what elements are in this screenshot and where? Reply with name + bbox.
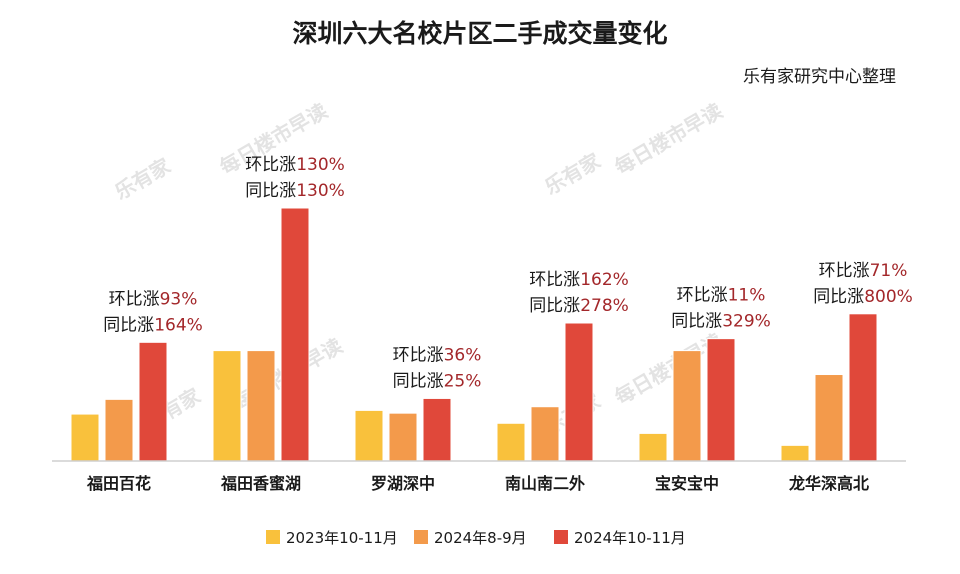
bars-layer (70, 207, 878, 462)
legend-label: 2024年8-9月 (434, 529, 527, 547)
yoy-value: 25% (444, 371, 482, 391)
bar (422, 397, 452, 462)
watermark-text: 乐有家 (111, 153, 176, 204)
yoy-label: 同比涨 (393, 371, 444, 391)
legend-label: 2023年10-11月 (286, 529, 398, 547)
mom-annotation: 环比涨130% (245, 155, 345, 175)
yoy-label: 同比涨 (103, 315, 154, 335)
category-label: 福田香蜜湖 (220, 474, 301, 493)
category-label: 南山南二外 (505, 474, 585, 493)
bar (638, 432, 668, 462)
chart-title: 深圳六大名校片区二手成交量变化 (292, 19, 668, 48)
bar (530, 406, 560, 462)
bar (706, 338, 736, 462)
watermark-text: 每日楼市早读 (611, 99, 727, 180)
mom-value: 36% (444, 345, 482, 365)
mom-value: 130% (296, 155, 345, 175)
bar (564, 322, 594, 462)
category-label: 罗湖深中 (371, 474, 435, 493)
yoy-value: 329% (722, 312, 771, 332)
bar (70, 413, 100, 462)
mom-annotation: 环比涨11% (677, 286, 766, 306)
category-label: 龙华深高北 (788, 474, 869, 493)
category-label: 福田百花 (86, 474, 151, 493)
bar (212, 350, 242, 462)
yoy-value: 278% (580, 296, 629, 316)
annotations-layer: 环比涨93%同比涨164%环比涨130%同比涨130%环比涨36%同比涨25%环… (103, 155, 913, 391)
mom-label: 环比涨 (245, 155, 296, 175)
bar (780, 444, 810, 462)
yoy-annotation: 同比涨278% (529, 296, 629, 316)
yoy-value: 164% (154, 315, 203, 335)
bar (814, 374, 844, 462)
category-labels: 福田百花 福田香蜜湖 罗湖深中 南山南二外 宝安宝中 龙华深高北 (86, 474, 869, 493)
mom-value: 11% (728, 286, 766, 306)
legend: 2023年10-11月 2024年8-9月 2024年10-11月 (266, 529, 686, 547)
bar (672, 350, 702, 462)
yoy-label: 同比涨 (671, 312, 722, 332)
mom-value: 93% (160, 289, 198, 309)
yoy-annotation: 同比涨25% (393, 371, 482, 391)
yoy-value: 130% (296, 181, 345, 201)
yoy-label: 同比涨 (245, 181, 296, 201)
legend-label: 2024年10-11月 (574, 529, 686, 547)
bar (354, 409, 384, 462)
yoy-label: 同比涨 (529, 296, 580, 316)
mom-annotation: 环比涨162% (529, 270, 629, 290)
legend-swatch (266, 530, 280, 544)
bar (280, 207, 310, 462)
mom-annotation: 环比涨71% (819, 261, 908, 281)
mom-annotation: 环比涨36% (393, 345, 482, 365)
mom-label: 环比涨 (393, 345, 444, 365)
mom-annotation: 环比涨93% (109, 289, 198, 309)
legend-swatch (554, 530, 568, 544)
mom-value: 162% (580, 270, 629, 290)
mom-label: 环比涨 (529, 270, 580, 290)
mom-label: 环比涨 (677, 286, 728, 306)
mom-label: 环比涨 (819, 261, 870, 281)
yoy-annotation: 同比涨164% (103, 315, 203, 335)
yoy-annotation: 同比涨130% (245, 181, 345, 201)
yoy-annotation: 同比涨800% (813, 287, 913, 307)
bar (496, 422, 526, 462)
yoy-annotation: 同比涨329% (671, 312, 771, 332)
bar (848, 313, 878, 462)
yoy-label: 同比涨 (813, 287, 864, 307)
legend-swatch (414, 530, 428, 544)
bar (388, 412, 418, 462)
mom-value: 71% (870, 261, 908, 281)
yoy-value: 800% (864, 287, 913, 307)
mom-label: 环比涨 (109, 289, 160, 309)
chart-source-note: 乐有家研究中心整理 (743, 67, 896, 87)
watermark-text: 乐有家 (541, 148, 606, 199)
category-label: 宝安宝中 (655, 474, 719, 493)
bar (104, 398, 134, 462)
bar (246, 350, 276, 462)
bar (138, 341, 168, 462)
